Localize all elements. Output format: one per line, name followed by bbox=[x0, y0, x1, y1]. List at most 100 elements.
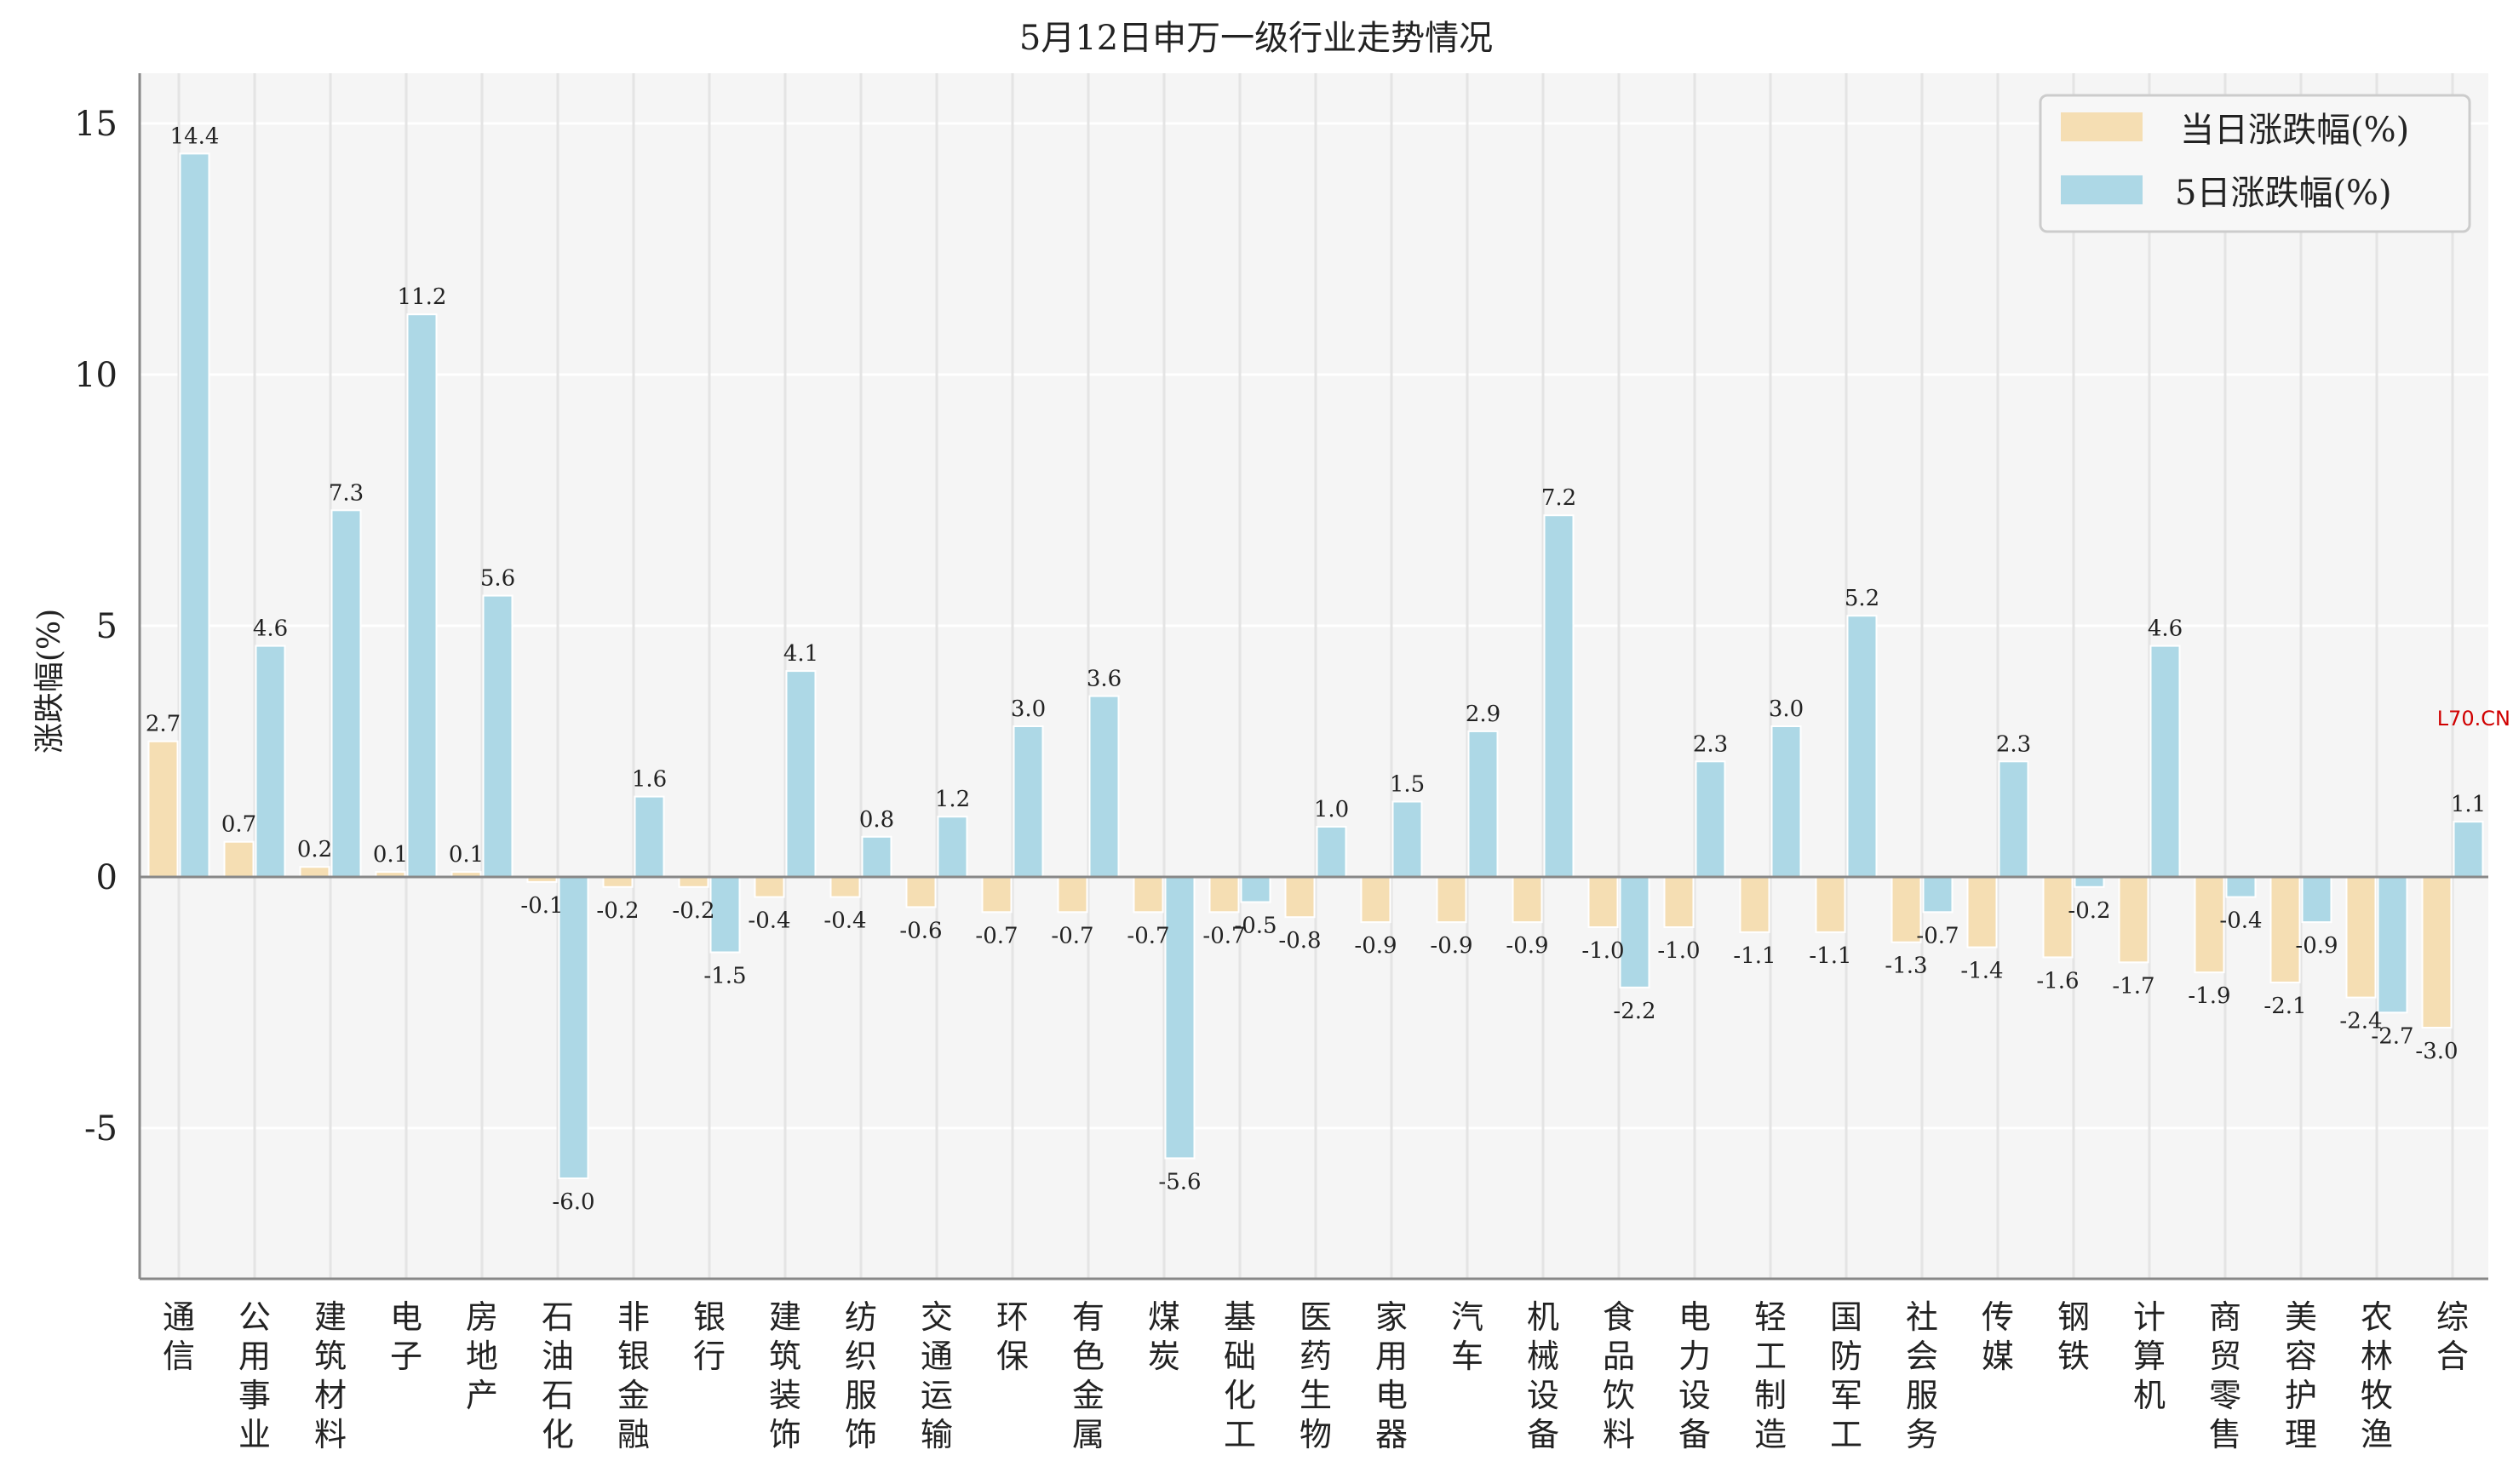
x-tick-char: 食 bbox=[1603, 1298, 1635, 1336]
x-tick-char: 理 bbox=[2285, 1416, 2317, 1453]
bar-5day-21 bbox=[1770, 725, 1802, 878]
data-labels: 2.7 0.7 0.2 0.1 0.1 -0.1 -0.2 -0.2 -0.4 -0.4 -0.6 -… bbox=[146, 123, 2486, 1215]
x-tick-char: 力 bbox=[1678, 1338, 1711, 1375]
bar-daily-7 bbox=[678, 876, 709, 888]
x-tick-char: 事 bbox=[238, 1377, 271, 1414]
x-tick-label-24: 传媒 bbox=[1982, 1298, 2014, 1375]
x-tick-char: 融 bbox=[617, 1416, 650, 1453]
x-tick-char: 造 bbox=[1754, 1416, 1787, 1453]
x-tick-char: 油 bbox=[542, 1338, 574, 1375]
data-label-5day-23: -0.7 bbox=[1916, 923, 1959, 948]
bar-5day-1 bbox=[255, 645, 286, 878]
data-label-5day-30: 1.1 bbox=[2451, 792, 2486, 817]
data-label-daily-11: -0.7 bbox=[975, 923, 1018, 948]
x-tick-char: 药 bbox=[1300, 1338, 1332, 1375]
bar-5day-19 bbox=[1619, 876, 1650, 988]
data-label-5day-27: -0.4 bbox=[2219, 908, 2262, 934]
bar-daily-20 bbox=[1663, 876, 1695, 928]
data-label-daily-6: -0.2 bbox=[596, 898, 639, 924]
x-tick-label-2: 建筑材料 bbox=[314, 1298, 347, 1453]
x-tick-char: 铁 bbox=[2057, 1338, 2090, 1375]
bar-daily-15 bbox=[1284, 876, 1316, 919]
x-tick-label-0: 通信 bbox=[163, 1298, 195, 1375]
axes bbox=[138, 73, 2488, 1281]
bars bbox=[147, 152, 2484, 1179]
bar-daily-18 bbox=[1512, 876, 1543, 924]
x-tick-char: 服 bbox=[1906, 1377, 1938, 1414]
x-tick-char: 产 bbox=[466, 1377, 498, 1414]
bar-daily-17 bbox=[1436, 876, 1467, 924]
x-tick-char: 汽 bbox=[1451, 1298, 1483, 1336]
x-tick-char: 子 bbox=[390, 1338, 422, 1375]
x-tick-char: 交 bbox=[921, 1298, 953, 1336]
x-tick-char: 地 bbox=[466, 1338, 498, 1375]
data-label-daily-12: -0.7 bbox=[1051, 923, 1093, 948]
x-tick-label-17: 汽车 bbox=[1451, 1298, 1483, 1375]
bar-5day-24 bbox=[1998, 760, 2029, 878]
x-tick-char: 化 bbox=[542, 1416, 574, 1453]
data-label-5day-6: 1.6 bbox=[632, 767, 667, 793]
legend-box bbox=[2039, 94, 2471, 233]
x-tick-char: 护 bbox=[2285, 1377, 2317, 1414]
x-tick-char: 械 bbox=[1527, 1338, 1559, 1375]
x-tick-label-6: 非银金融 bbox=[617, 1298, 650, 1453]
x-tick-char: 服 bbox=[845, 1377, 877, 1414]
data-label-5day-25: -0.2 bbox=[2068, 898, 2110, 924]
x-tick-char: 医 bbox=[1300, 1298, 1332, 1336]
x-tick-char: 设 bbox=[1678, 1377, 1711, 1414]
x-tick-char: 器 bbox=[1375, 1416, 1408, 1453]
bar-5day-13 bbox=[1164, 876, 1196, 1160]
x-tick-char: 础 bbox=[1224, 1338, 1256, 1375]
bar-5day-18 bbox=[1543, 514, 1575, 878]
x-tick-char: 农 bbox=[2361, 1298, 2393, 1336]
bar-daily-8 bbox=[754, 876, 785, 898]
bar-daily-23 bbox=[1890, 876, 1922, 943]
x-tick-char: 建 bbox=[314, 1298, 347, 1336]
x-tick-char: 防 bbox=[1830, 1338, 1862, 1375]
watermark: L70.CN bbox=[2437, 707, 2510, 731]
data-label-5day-26: 4.6 bbox=[2148, 616, 2183, 642]
bar-daily-29 bbox=[2345, 876, 2377, 999]
bar-5day-14 bbox=[1240, 876, 1271, 903]
x-tick-char: 属 bbox=[1072, 1416, 1104, 1453]
data-label-daily-21: -1.1 bbox=[1733, 943, 1776, 969]
x-tick-char: 机 bbox=[2133, 1377, 2166, 1414]
bar-daily-10 bbox=[905, 876, 937, 908]
bar-daily-30 bbox=[2421, 876, 2453, 1028]
x-tick-label-14: 基础化工 bbox=[1224, 1298, 1256, 1453]
data-label-5day-9: 0.8 bbox=[859, 807, 894, 833]
x-tick-char: 牧 bbox=[2361, 1377, 2393, 1414]
bar-daily-22 bbox=[1815, 876, 1846, 933]
x-tick-char: 贸 bbox=[2209, 1338, 2241, 1375]
grid bbox=[140, 73, 2488, 1279]
bar-5day-25 bbox=[2074, 876, 2105, 888]
bar-5day-30 bbox=[2453, 821, 2484, 878]
x-tick-label-29: 农林牧渔 bbox=[2361, 1298, 2393, 1453]
data-label-daily-14: -0.7 bbox=[1202, 923, 1245, 948]
bar-5day-6 bbox=[634, 795, 665, 878]
data-label-5day-0: 14.4 bbox=[170, 123, 220, 149]
legend-swatch-5day bbox=[2061, 175, 2143, 204]
data-label-5day-4: 5.6 bbox=[480, 566, 515, 592]
x-tick-label-3: 电子 bbox=[390, 1298, 422, 1375]
x-tick-char: 军 bbox=[1830, 1377, 1862, 1414]
bar-daily-14 bbox=[1208, 876, 1240, 914]
data-label-5day-10: 1.2 bbox=[935, 787, 970, 812]
data-label-daily-13: -0.7 bbox=[1127, 923, 1169, 948]
x-tick-char: 材 bbox=[314, 1377, 347, 1414]
x-tick-char: 化 bbox=[1224, 1377, 1256, 1414]
data-label-daily-9: -0.4 bbox=[823, 908, 866, 934]
x-tick-char: 物 bbox=[1300, 1416, 1332, 1453]
x-tick-char: 业 bbox=[238, 1416, 271, 1453]
x-tick-char: 输 bbox=[921, 1416, 953, 1453]
x-tick-char: 行 bbox=[693, 1338, 726, 1375]
x-tick-char: 国 bbox=[1830, 1298, 1862, 1336]
bar-daily-24 bbox=[1966, 876, 1998, 948]
x-tick-char: 料 bbox=[314, 1416, 347, 1453]
x-tick-label-19: 食品饮料 bbox=[1603, 1298, 1635, 1453]
data-label-5day-18: 7.2 bbox=[1541, 485, 1576, 511]
bar-5day-10 bbox=[937, 816, 968, 879]
x-tick-char: 售 bbox=[2209, 1416, 2241, 1453]
x-tick-label-7: 银行 bbox=[693, 1298, 726, 1375]
x-tick-char: 饮 bbox=[1603, 1377, 1635, 1414]
